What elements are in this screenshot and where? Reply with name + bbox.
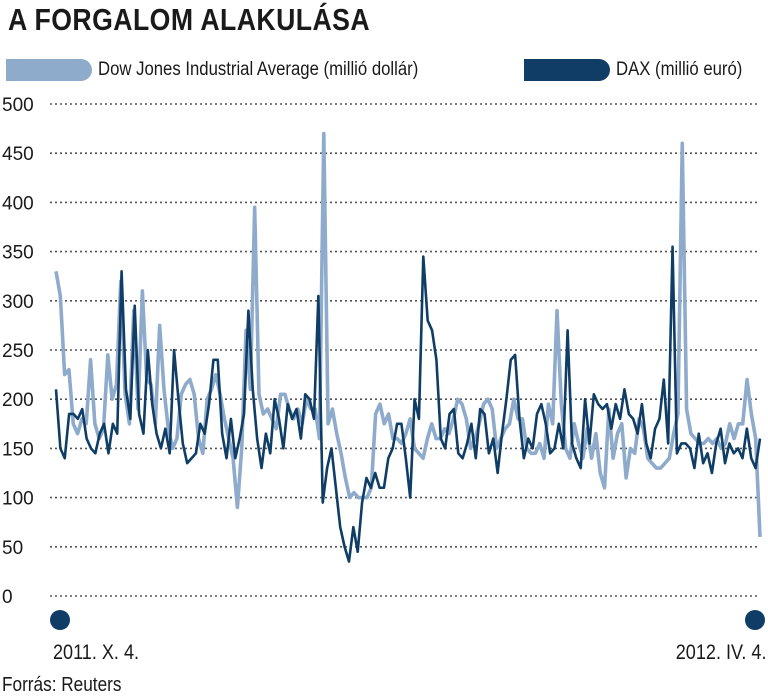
legend-swatch-dax (524, 59, 610, 81)
legend-entry-dax: DAX (millió euró) (524, 56, 760, 84)
series-line-dow-jones (54, 131, 762, 538)
series-line-dax (54, 245, 762, 563)
y-tick-label-50: 50 (2, 538, 23, 559)
x-start-label: 2011. X. 4. (53, 641, 140, 664)
y-tick-label-350: 350 (2, 243, 34, 264)
y-tick-label-500: 500 (2, 95, 34, 116)
y-tick-label-0: 0 (2, 587, 13, 608)
source-note: Forrás: Reuters (2, 674, 122, 696)
y-tick-label-200: 200 (2, 390, 34, 411)
x-end-label: 2012. IV. 4. (675, 641, 766, 664)
chart-title: A FORGALOM ALAKULÁSA (8, 2, 371, 37)
y-tick-label-300: 300 (2, 292, 34, 313)
end-date-marker (745, 610, 765, 630)
start-date-marker (50, 610, 70, 630)
legend-label-dax: DAX (millió euró) (616, 59, 743, 80)
legend-label-dow-jones: Dow Jones Industrial Average (millió dol… (98, 59, 419, 80)
y-tick-label-100: 100 (2, 489, 34, 510)
y-tick-label-450: 450 (2, 144, 34, 165)
y-tick-label-250: 250 (2, 341, 34, 362)
legend-swatch-dow-jones (6, 59, 92, 81)
y-tick-label-400: 400 (2, 193, 34, 214)
y-tick-label-150: 150 (2, 439, 34, 460)
legend-entry-dow-jones: Dow Jones Industrial Average (millió dol… (6, 56, 462, 84)
